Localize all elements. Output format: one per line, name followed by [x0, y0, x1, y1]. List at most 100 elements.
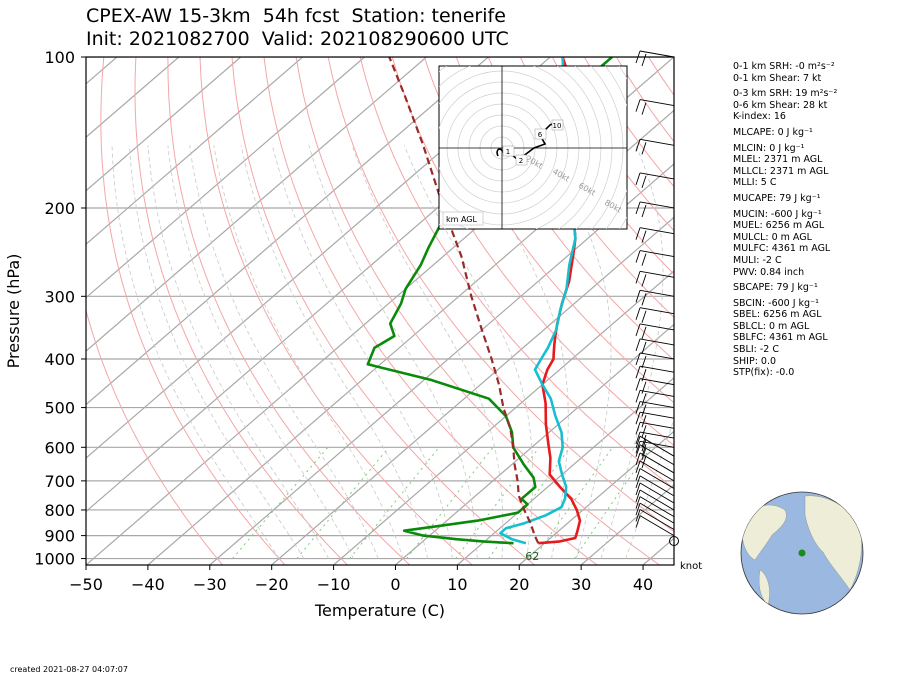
moist-adiabat: [600, 145, 664, 559]
y-tick-label: 300: [44, 287, 75, 306]
wind-barb: [635, 411, 675, 428]
param-line: PWV: 0.84 inch: [733, 266, 805, 278]
moist-adiabat: [403, 145, 534, 559]
wind-barb-flag: [635, 509, 641, 522]
y-tick-label: 600: [44, 438, 75, 457]
isotherm-line: [86, 57, 365, 299]
wind-barb-flag: [635, 436, 641, 449]
wind-barb-flag: [641, 175, 647, 189]
wind-barb: [635, 482, 675, 504]
hodograph-height-label: 6: [538, 131, 543, 139]
wind-barb-flag: [635, 139, 641, 152]
wind-barb-flag: [641, 142, 647, 155]
chart-title-line1: CPEX-AW 15-3km 54h fcst Station: tenerif…: [86, 5, 506, 27]
wind-barb-flag: [641, 444, 647, 457]
wind-barb-flag: [641, 310, 647, 323]
wind-barb-staff: [639, 496, 675, 518]
wind-barb-flag: [635, 250, 641, 263]
param-line: MULFC: 4361 m AGL: [733, 243, 831, 255]
dry-adiabat: [199, 57, 473, 565]
hodograph-height-label: 1: [506, 148, 510, 156]
wind-barb-staff: [639, 307, 675, 315]
dry-adiabat: [100, 57, 286, 565]
wind-barb-staff: [639, 468, 675, 489]
dry-adiabat: [134, 57, 348, 565]
param-line: STP(fix): -0.0: [733, 367, 795, 379]
mixing-ratio-line: [455, 446, 540, 559]
param-line: MLLCL: 2371 m AGL: [733, 165, 829, 177]
param-line: 0-1 km Shear: 7 kt: [733, 72, 822, 84]
wind-barb-staff: [639, 378, 675, 386]
wind-barb-flag: [635, 378, 641, 391]
globe-land: [741, 495, 862, 606]
wind-barb-staff: [639, 227, 675, 235]
mixing-ratio-line: [296, 446, 390, 559]
wind-barb-staff: [639, 460, 675, 482]
wind-barb: [635, 289, 675, 306]
mixing-ratio-line: [232, 446, 329, 559]
wind-barb-flag: [635, 352, 641, 366]
wind-barb: [635, 227, 675, 243]
wind-barb-flag: [635, 390, 641, 403]
param-line: SBLCL: 0 m AGL: [733, 320, 810, 332]
y-tick-label: 200: [44, 199, 75, 218]
isotherm-line: [333, 270, 674, 565]
isotherm-line: [395, 323, 674, 565]
wind-barb-staff: [639, 440, 675, 448]
x-tick-label: −50: [69, 575, 103, 594]
wind-barb: [635, 50, 675, 67]
y-tick-label: 1000: [34, 550, 75, 569]
wind-barb: [635, 460, 675, 482]
wind-barb-flag: [641, 355, 647, 369]
wind-barb-flag: [635, 307, 641, 320]
plot-frame: [85, 56, 675, 566]
wind-barb-flag: [635, 468, 641, 481]
x-tick-label: −10: [317, 575, 351, 594]
wind-barb: [635, 440, 675, 457]
hodograph-height-box: [534, 128, 547, 140]
y-axis-label: Pressure (hPa): [4, 254, 23, 369]
y-tick-label: 100: [44, 48, 75, 67]
param-line: SBLI: -2 C: [733, 344, 779, 356]
wind-barb-staff: [639, 502, 675, 524]
wind-unit-label: knot: [680, 561, 702, 572]
wind-barb: [635, 431, 675, 448]
isotherm-line: [209, 163, 674, 565]
dry-adiabat: [519, 57, 674, 275]
param-line: SBEL: 6256 m AGL: [733, 309, 822, 321]
y-tick-label: 700: [44, 472, 75, 491]
wind-barb: [635, 509, 675, 530]
moist-adiabat: [625, 418, 674, 559]
param-line: MUEL: 6256 m AGL: [733, 220, 825, 232]
param-line: SBCAPE: 79 J kg⁻¹: [733, 282, 818, 294]
wind-barb-flag: [635, 338, 641, 352]
isotherm-line: [271, 216, 674, 565]
wind-barb-flag: [635, 503, 641, 516]
dry-adiabat: [231, 57, 536, 565]
wind-barb-staff: [639, 515, 675, 536]
wind-barb-flag: [635, 271, 641, 284]
moist-adiabat: [167, 145, 354, 559]
isotherm-line: [86, 57, 242, 192]
wind-barb-flag: [635, 366, 641, 379]
dry-adiabat: [391, 57, 674, 447]
wind-barb: [635, 172, 675, 189]
hodograph-trace: [496, 123, 553, 162]
param-line: SBCIN: -600 J kg⁻¹: [733, 297, 819, 309]
hodograph-height-box: [551, 119, 564, 131]
wind-barb-staff: [639, 411, 675, 419]
hodograph-height-label: 10: [553, 122, 562, 130]
wind-barb-flag: [635, 431, 641, 445]
dry-adiabat: [487, 57, 674, 318]
wind-barb: [635, 352, 675, 369]
x-tick-label: −20: [255, 575, 289, 594]
wind-barb: [635, 378, 675, 394]
wind-barb: [635, 323, 675, 340]
y-tick-label: 900: [44, 527, 75, 546]
wind-barb-flag: [641, 230, 647, 243]
wind-barb-flag: [635, 422, 641, 435]
param-line: MUCIN: -600 J kg⁻¹: [733, 208, 822, 220]
y-tick-label: 400: [44, 350, 75, 369]
wind-barb-staff: [639, 389, 675, 397]
